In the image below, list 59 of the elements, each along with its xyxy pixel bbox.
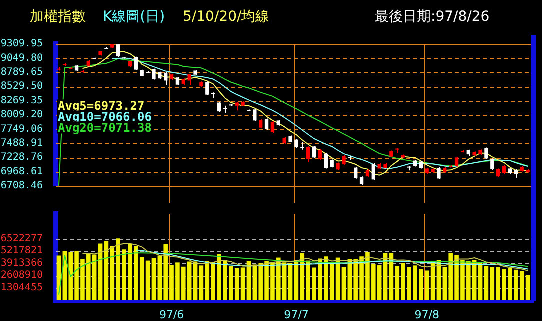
y-tick-label: 7488.91 [0, 138, 43, 149]
candlestick [217, 102, 222, 113]
candlestick [206, 81, 210, 96]
chart-title: 加權指數 [30, 9, 86, 25]
candlestick [318, 148, 322, 160]
y-tick-label: 6522277 [0, 233, 43, 244]
candlestick [372, 163, 376, 181]
candlestick [324, 152, 328, 170]
y-tick-label: 9309.95 [0, 38, 43, 50]
y-tick-label: 6708.46 [0, 180, 43, 192]
candlestick [264, 118, 269, 130]
y-tick-label: 7749.06 [0, 124, 43, 135]
bar [199, 266, 204, 300]
x-tick-label: 97/7 [284, 308, 309, 321]
candlestick [253, 108, 257, 122]
candlestick [116, 44, 120, 58]
candlestick [484, 147, 488, 160]
y-tick-label: 8269.35 [0, 95, 43, 106]
text: K線圖(日) [103, 9, 166, 25]
candlestick [164, 72, 168, 86]
bar [104, 241, 109, 300]
x-tick-label: 97/8 [414, 308, 440, 321]
text: 5/10/20/均線 [183, 9, 270, 25]
bar [478, 263, 483, 300]
y-tick-label: 8009.20 [0, 110, 43, 121]
candlestick [259, 118, 263, 130]
bar [342, 267, 346, 300]
candlestick [188, 74, 192, 86]
candlestick [437, 166, 441, 180]
candlestick [354, 166, 358, 180]
bar [526, 275, 530, 300]
candlestick [342, 154, 346, 166]
chart-subtitle: 最後日期:97/8/26 [375, 9, 490, 25]
y-tick-label: 2608910 [0, 270, 43, 282]
bar [146, 260, 150, 300]
x-tick-label: 97/6 [159, 308, 184, 321]
y-tick-label: 8789.65 [0, 66, 43, 78]
candlestick [312, 146, 316, 159]
y-tick-label: 8529.50 [0, 81, 43, 92]
bar [240, 268, 246, 300]
y-tick-label: 7228.76 [0, 152, 43, 164]
candlestick [270, 120, 275, 134]
bar [484, 266, 489, 300]
y-tick-label: 9049.80 [0, 52, 43, 64]
y-tick-label: 6968.61 [0, 166, 43, 178]
candlestick [454, 156, 459, 168]
y-tick-label: 5217821 [0, 246, 43, 257]
candlestick [490, 158, 494, 171]
bar [152, 258, 156, 300]
candlestick [306, 146, 310, 163]
bar [193, 262, 198, 300]
y-tick-label: 1304455 [0, 282, 43, 294]
text: Avg10=7066.06 [58, 110, 152, 124]
text: Avg5=6973.27 [58, 98, 145, 113]
bar [98, 244, 103, 300]
series-label: Avg20=7071.38 [58, 120, 152, 135]
y-tick-label: 3913366 [0, 258, 43, 269]
bar [246, 261, 252, 300]
bar [288, 263, 293, 300]
